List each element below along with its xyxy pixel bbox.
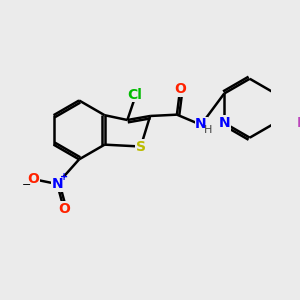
Text: I: I [297, 116, 300, 130]
Text: O: O [58, 202, 70, 216]
Text: S: S [136, 140, 146, 154]
Text: +: + [60, 172, 68, 182]
Text: N: N [51, 177, 63, 191]
Text: O: O [28, 172, 40, 186]
Text: Cl: Cl [128, 88, 142, 102]
Text: O: O [174, 82, 186, 96]
Text: N: N [218, 116, 230, 130]
Text: N: N [195, 117, 207, 131]
Text: H: H [204, 124, 212, 135]
Text: −: − [22, 180, 32, 190]
